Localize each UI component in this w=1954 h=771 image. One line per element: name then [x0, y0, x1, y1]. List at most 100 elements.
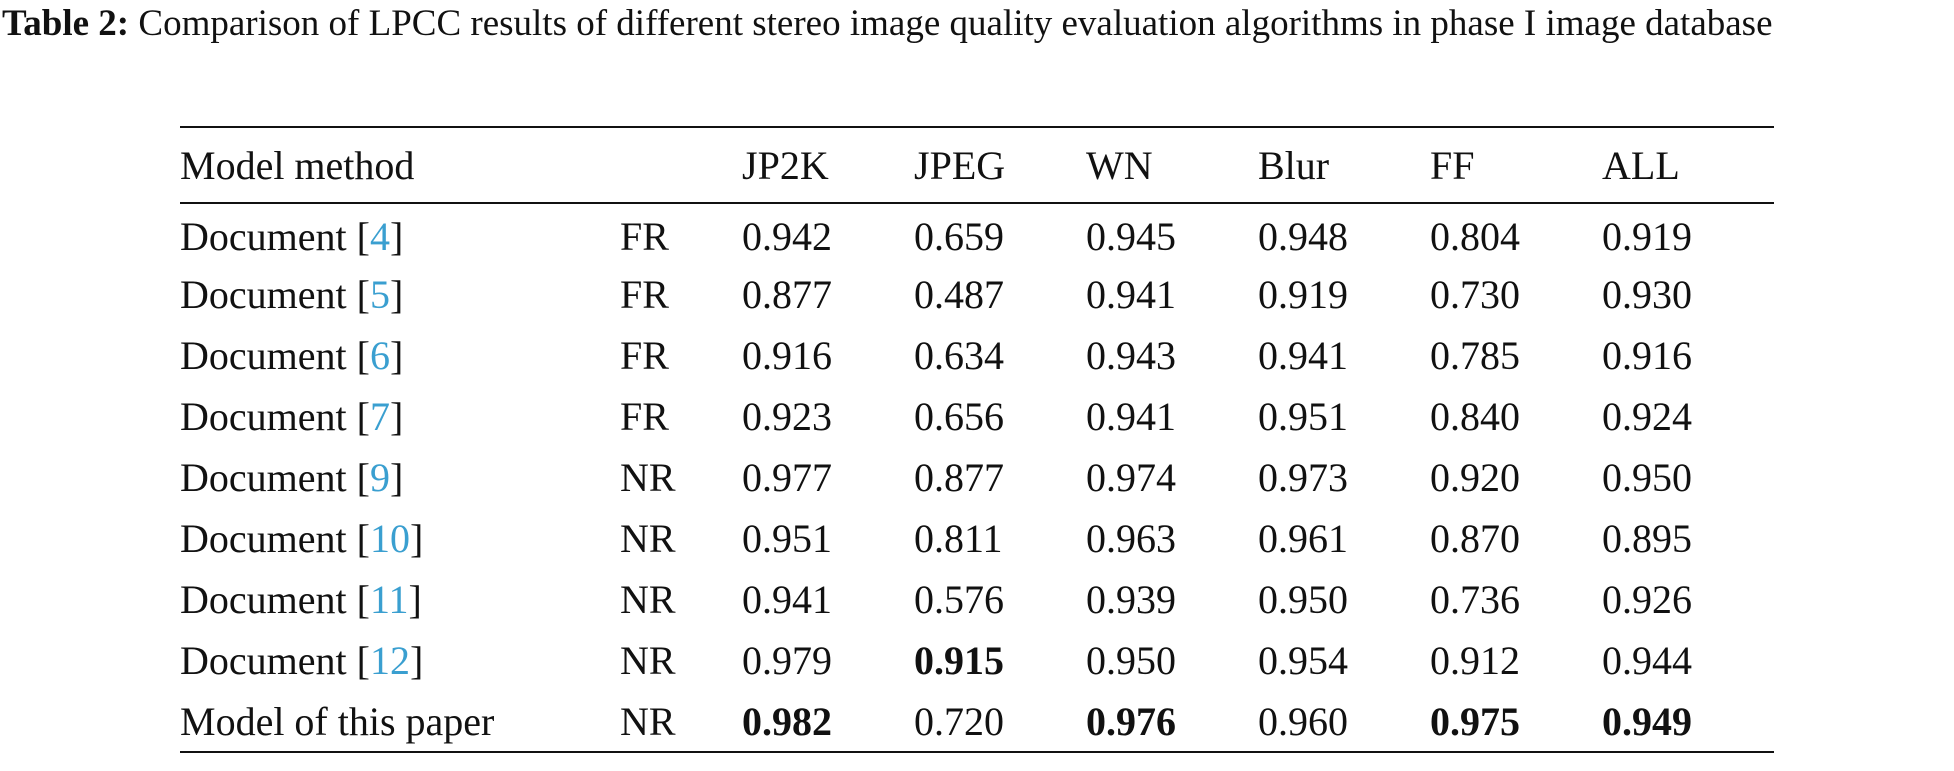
value-cell-blur: 0.973 [1258, 455, 1348, 500]
reference-link[interactable]: 9 [369, 455, 390, 500]
method-name: Document [ [180, 333, 370, 378]
reference-link[interactable]: 12 [369, 638, 410, 683]
method-cell: Model of this paper [180, 691, 620, 753]
table-row: Document [12] NR 0.979 0.915 0.950 0.954 0.912… [180, 630, 1774, 691]
value-cell-blur: 0.950 [1258, 577, 1348, 622]
reference-type-cell: NR [620, 577, 676, 622]
header-all: ALL [1602, 126, 1774, 204]
value-cell-jp2k: 0.977 [742, 455, 832, 500]
header-jp2k: JP2K [742, 126, 914, 204]
value-cell-ff: 0.785 [1430, 333, 1520, 378]
method-cell: Document [7] [180, 386, 620, 447]
value-cell-wn: 0.943 [1086, 333, 1176, 378]
value-cell-jpeg: 0.487 [914, 272, 1004, 317]
table-row: Document [7] FR 0.923 0.656 0.941 0.951 0.840 0… [180, 386, 1774, 447]
reference-type-cell: FR [620, 213, 669, 259]
value-cell-wn: 0.941 [1086, 272, 1176, 317]
reference-bracket: ] [389, 213, 404, 259]
reference-link[interactable]: 11 [369, 577, 409, 622]
value-cell-all: 0.926 [1602, 577, 1692, 622]
method-name: Document [ [180, 638, 370, 683]
value-cell-all: 0.895 [1602, 516, 1692, 561]
method-cell: Document [10] [180, 508, 620, 569]
header-type [620, 126, 742, 204]
value-cell-wn: 0.945 [1086, 213, 1176, 259]
table-row: Document [4] FR 0.942 0.659 0.945 0.948 0.804 0… [180, 203, 1774, 264]
value-cell-blur: 0.941 [1258, 333, 1348, 378]
value-cell-blur: 0.960 [1258, 691, 1430, 753]
value-cell-wn: 0.950 [1086, 638, 1176, 683]
method-cell: Document [12] [180, 630, 620, 691]
table-header-row: Model method JP2K JPEG WN Blur FF ALL [180, 126, 1774, 204]
value-cell-jpeg: 0.720 [914, 691, 1086, 753]
reference-type-cell: FR [620, 272, 669, 317]
reference-link[interactable]: 10 [369, 516, 410, 561]
value-cell-blur: 0.954 [1258, 638, 1348, 683]
table-body: Document [4] FR 0.942 0.659 0.945 0.948 0.804 0… [180, 203, 1774, 753]
caption-label: Table 2: [2, 3, 130, 44]
reference-bracket: ] [389, 455, 404, 500]
value-cell-jpeg: 0.656 [914, 394, 1004, 439]
table-row: Model of this paper NR 0.982 0.720 0.976 0.96… [180, 691, 1774, 753]
reference-bracket: ] [389, 333, 404, 378]
value-cell-jpeg: 0.659 [914, 213, 1004, 259]
value-cell-all: 0.919 [1602, 213, 1692, 259]
value-cell-ff: 0.870 [1430, 516, 1520, 561]
value-cell-all: 0.916 [1602, 333, 1692, 378]
method-name: Document [ [180, 577, 370, 622]
reference-type-cell: NR [620, 691, 742, 753]
reference-bracket: ] [409, 516, 424, 561]
table-row: Document [5] FR 0.877 0.487 0.941 0.919 0.730 0… [180, 264, 1774, 325]
reference-type-cell: NR [620, 638, 676, 683]
reference-link[interactable]: 5 [369, 272, 390, 317]
reference-link[interactable]: 7 [369, 394, 390, 439]
method-name: Document [ [180, 272, 370, 317]
value-cell-ff: 0.736 [1430, 577, 1520, 622]
value-cell-all: 0.924 [1602, 394, 1692, 439]
lpcc-results-table: Model method JP2K JPEG WN Blur FF ALL Do… [180, 126, 1774, 753]
reference-bracket: ] [389, 272, 404, 317]
method-name: Document [ [180, 394, 370, 439]
value-cell-all: 0.950 [1602, 455, 1692, 500]
method-cell: Document [11] [180, 569, 620, 630]
value-cell-jp2k: 0.982 [742, 691, 914, 753]
reference-link[interactable]: 6 [369, 333, 390, 378]
value-cell-jpeg: 0.811 [914, 516, 1003, 561]
method-name: Document [ [180, 213, 370, 259]
method-name: Model of this paper [180, 698, 495, 744]
method-name: Document [ [180, 455, 370, 500]
value-cell-blur: 0.948 [1258, 213, 1348, 259]
reference-type-cell: NR [620, 455, 676, 500]
table-caption: Table 2: Comparison of LPCC results of d… [2, 0, 1950, 47]
value-cell-jp2k: 0.951 [742, 516, 832, 561]
value-cell-wn: 0.974 [1086, 455, 1176, 500]
method-cell: Document [6] [180, 325, 620, 386]
value-cell-wn: 0.963 [1086, 516, 1176, 561]
reference-bracket: ] [408, 577, 422, 622]
header-jpeg: JPEG [914, 126, 1086, 204]
reference-type-cell: NR [620, 516, 676, 561]
value-cell-jpeg: 0.634 [914, 333, 1004, 378]
value-cell-ff: 0.920 [1430, 455, 1520, 500]
value-cell-wn: 0.976 [1086, 691, 1258, 753]
value-cell-blur: 0.951 [1258, 394, 1348, 439]
value-cell-all: 0.944 [1602, 638, 1692, 683]
value-cell-ff: 0.804 [1430, 213, 1520, 259]
header-blur: Blur [1258, 126, 1430, 204]
table-row: Document [6] FR 0.916 0.634 0.943 0.941 0.785 0… [180, 325, 1774, 386]
reference-bracket: ] [389, 394, 404, 439]
table-row: Document [11] NR 0.941 0.576 0.939 0.950 0.736… [180, 569, 1774, 630]
value-cell-ff: 0.912 [1430, 638, 1520, 683]
value-cell-ff: 0.730 [1430, 272, 1520, 317]
method-cell: Document [5] [180, 264, 620, 325]
table-row: Document [9] NR 0.977 0.877 0.974 0.973 0.920 0… [180, 447, 1774, 508]
value-cell-jp2k: 0.979 [742, 638, 832, 683]
value-cell-jp2k: 0.916 [742, 333, 832, 378]
value-cell-blur: 0.919 [1258, 272, 1348, 317]
results-table-container: Model method JP2K JPEG WN Blur FF ALL Do… [180, 126, 1774, 753]
reference-link[interactable]: 4 [369, 213, 390, 259]
header-ff: FF [1430, 126, 1602, 204]
method-cell: Document [9] [180, 447, 620, 508]
value-cell-ff: 0.840 [1430, 394, 1520, 439]
value-cell-wn: 0.939 [1086, 577, 1176, 622]
